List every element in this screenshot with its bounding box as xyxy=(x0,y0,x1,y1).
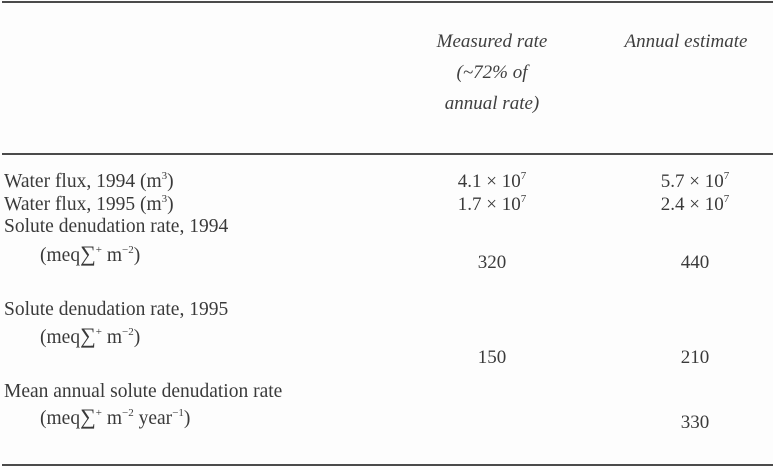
column-header-line: annual rate) xyxy=(444,93,540,114)
row-unit-solute-denudation-1995: (meq∑+ m−2) xyxy=(40,325,140,349)
cell-value: 5.7 × 10 xyxy=(660,171,724,192)
cell-measured: 1.7 × 107 xyxy=(430,194,554,216)
unit-text: (meq xyxy=(40,245,81,266)
unit-superscript: + xyxy=(95,244,102,256)
top-rule xyxy=(2,1,773,3)
unit-superscript: + xyxy=(95,326,102,338)
cell-exponent: 7 xyxy=(723,170,730,182)
unit-superscript: + xyxy=(95,407,102,419)
cell-value: 4.1 × 10 xyxy=(457,171,521,192)
row-label-mean-annual-solute-denudation: Mean annual solute denudation rate xyxy=(4,381,283,402)
header-rule xyxy=(2,153,773,155)
label-text: Water flux, 1995 (m xyxy=(4,194,162,215)
cell-annual: 210 xyxy=(680,347,710,368)
unit-text: ) xyxy=(133,245,141,266)
unit-text: m xyxy=(101,408,123,429)
cell-annual: 330 xyxy=(680,412,710,433)
row-unit-mean-annual-solute-denudation: (meq∑+ m−2 year−1) xyxy=(40,406,190,430)
column-header-annual-estimate: Annual estimate xyxy=(600,26,772,57)
unit-text: ) xyxy=(133,327,141,348)
column-header-measured-rate: Measured rate (~72% of annual rate) xyxy=(430,26,554,119)
row-label-solute-denudation-1995: Solute denudation rate, 1995 xyxy=(4,299,229,320)
unit-text: m xyxy=(101,245,123,266)
cell-measured: 150 xyxy=(477,347,507,368)
row-label-water-flux-1995: Water flux, 1995 (m3) xyxy=(4,194,174,216)
cell-annual: 2.4 × 107 xyxy=(610,194,773,216)
unit-text: (meq xyxy=(40,327,81,348)
row-unit-solute-denudation-1994: (meq∑+ m−2) xyxy=(40,243,140,267)
row-label-water-flux-1994: Water flux, 1994 (m3) xyxy=(4,171,174,193)
cell-value: 1.7 × 10 xyxy=(457,194,521,215)
unit-text: m xyxy=(101,327,123,348)
sigma-symbol: ∑ xyxy=(80,323,96,348)
cell-exponent: 7 xyxy=(520,193,527,205)
column-header-line: Measured rate xyxy=(436,31,548,52)
sigma-symbol: ∑ xyxy=(80,241,96,266)
cell-measured: 4.1 × 107 xyxy=(430,171,554,193)
row-label-solute-denudation-1994: Solute denudation rate, 1994 xyxy=(4,216,229,237)
unit-superscript: −1 xyxy=(172,407,184,419)
cell-measured: 320 xyxy=(477,252,507,273)
bottom-rule xyxy=(2,464,773,466)
cell-value: 2.4 × 10 xyxy=(660,194,724,215)
column-header-line: Annual estimate xyxy=(624,31,748,52)
label-text: ) xyxy=(167,171,174,192)
unit-text: year xyxy=(133,408,173,429)
cell-annual: 5.7 × 107 xyxy=(610,171,773,193)
unit-superscript: −2 xyxy=(122,244,134,256)
unit-superscript: −2 xyxy=(122,407,134,419)
cell-exponent: 7 xyxy=(723,193,730,205)
label-text: Water flux, 1994 (m xyxy=(4,171,162,192)
cell-exponent: 7 xyxy=(520,170,527,182)
column-header-line: (~72% of xyxy=(456,62,528,83)
unit-text: (meq xyxy=(40,408,81,429)
label-text: ) xyxy=(167,194,174,215)
sigma-symbol: ∑ xyxy=(80,404,96,429)
label-superscript: 3 xyxy=(161,193,168,205)
label-superscript: 3 xyxy=(161,170,168,182)
unit-text: ) xyxy=(183,408,191,429)
cell-annual: 440 xyxy=(680,252,710,273)
unit-superscript: −2 xyxy=(122,326,134,338)
